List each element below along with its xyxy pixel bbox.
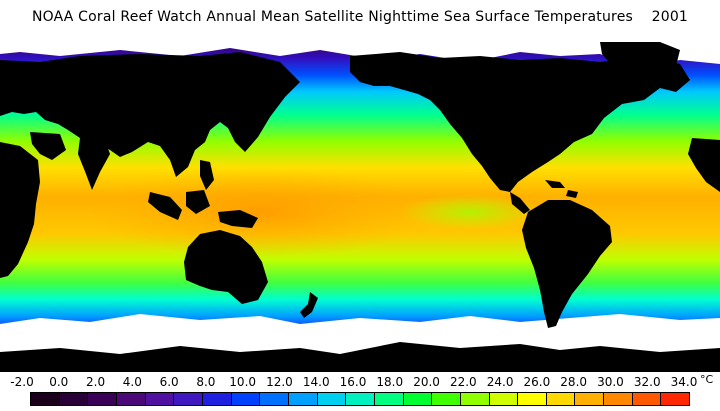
- eastern-pacific-cold-tongue: [400, 194, 540, 230]
- colorbar-swatch: [604, 393, 633, 405]
- colorbar-tick-label: 18.0: [376, 375, 404, 389]
- colorbar-swatch: [403, 393, 433, 405]
- colorbar-tick-label: 6.0: [159, 375, 179, 389]
- colorbar-swatch: [518, 393, 547, 405]
- colorbar-swatch: [489, 393, 519, 405]
- colorbar-tick-label: 2.0: [86, 375, 106, 389]
- colorbar-swatch: [174, 393, 203, 405]
- land-arabia: [30, 132, 66, 160]
- sst-map-svg: [0, 42, 720, 372]
- map-title: NOAA Coral Reef Watch Annual Mean Satell…: [31, 9, 689, 25]
- colorbar-swatch: [231, 393, 261, 405]
- colorbar-swatch: [288, 393, 318, 405]
- colorbar-tick-label: 16.0: [339, 375, 367, 389]
- colorbar-swatch: [661, 393, 690, 405]
- colorbar-swatch: [116, 393, 146, 405]
- colorbar-swatch: [632, 393, 662, 405]
- colorbar-swatch: [88, 393, 117, 405]
- colorbar-tick-label: 28.0: [560, 375, 588, 389]
- land-africa: [0, 142, 40, 278]
- colorbar-swatch: [31, 393, 60, 405]
- colorbar-tick-label: 22.0: [449, 375, 477, 389]
- colorbar-swatch: [432, 393, 461, 405]
- colorbar-swatch: [346, 393, 375, 405]
- land-greenland: [600, 42, 680, 86]
- sst-map: [0, 42, 720, 372]
- colorbar-tick-label: 14.0: [302, 375, 330, 389]
- colorbar-tick-label: 20.0: [413, 375, 440, 389]
- colorbar-tick-label: 12.0: [266, 375, 293, 389]
- land-india: [78, 138, 110, 190]
- colorbar-swatch: [59, 393, 89, 405]
- colorbar-tick-label: 26.0: [523, 375, 551, 389]
- land-japan: [232, 102, 248, 134]
- land-south-america: [522, 200, 612, 328]
- colorbar-tick-label: 0.0: [49, 375, 69, 389]
- colorbar-tick-label: 24.0: [486, 375, 514, 389]
- colorbar-swatch: [575, 393, 605, 405]
- land-caribbean: [545, 180, 578, 198]
- colorbar-swatch: [145, 393, 175, 405]
- colorbar-unit: °C: [700, 373, 714, 386]
- land-central-america: [510, 192, 530, 214]
- land-africa-right: [688, 138, 720, 192]
- colorbar-tick-label: 8.0: [196, 375, 216, 389]
- colorbar-tick-label: 30.0: [597, 375, 624, 389]
- western-pacific-warm-pool: [90, 167, 430, 257]
- colorbar-tick-label: 32.0: [633, 375, 661, 389]
- colorbar-tick-label: 4.0: [122, 375, 142, 389]
- colorbar-swatch: [460, 393, 490, 405]
- land-eurasia: [0, 52, 300, 177]
- land-new-guinea: [218, 210, 258, 228]
- land-sumatra-borneo: [148, 190, 210, 220]
- colorbar-swatch: [317, 393, 347, 405]
- colorbar-labels: -2.0 0.0 2.0 4.0 6.0 8.0 10.0 12.0 14.0 16.0 18.0 2…: [0, 373, 720, 391]
- colorbar: [30, 392, 690, 406]
- colorbar-tick-label: -2.0: [10, 375, 34, 389]
- land-australia: [184, 230, 268, 304]
- colorbar-swatch: [374, 393, 404, 405]
- colorbar-swatch: [260, 393, 289, 405]
- colorbar-tick-label: 10.0: [229, 375, 257, 389]
- arctic-ice: [0, 42, 720, 68]
- land-north-america: [350, 52, 690, 192]
- land-philippines: [200, 160, 214, 190]
- colorbar-tick-label: 34.0: [670, 375, 698, 389]
- land-new-zealand: [300, 292, 318, 318]
- colorbar-swatch: [546, 393, 576, 405]
- land-antarctica: [0, 342, 720, 372]
- colorbar-swatch: [202, 393, 232, 405]
